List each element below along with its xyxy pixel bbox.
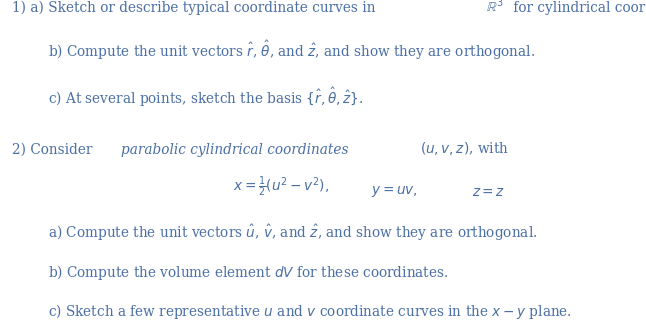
Text: 2) Consider: 2) Consider <box>12 143 96 157</box>
Text: $x = \frac{1}{2}(u^2 - v^2),$: $x = \frac{1}{2}(u^2 - v^2),$ <box>233 175 329 199</box>
Text: parabolic cylindrical coordinates: parabolic cylindrical coordinates <box>121 143 353 157</box>
Text: 1) a) Sketch or describe typical coordinate curves in: 1) a) Sketch or describe typical coordin… <box>12 0 379 15</box>
Text: c) At several points, sketch the basis $\{\hat{r}, \hat{\theta}, \hat{z}\}$.: c) At several points, sketch the basis $… <box>48 85 364 109</box>
Text: c) Sketch a few representative $u$ and $v$ coordinate curves in the $x - y$ plan: c) Sketch a few representative $u$ and $… <box>48 302 572 321</box>
Text: a) Compute the unit vectors $\hat{u}$, $\hat{v}$, and $\hat{z}$, and show they a: a) Compute the unit vectors $\hat{u}$, $… <box>48 223 538 243</box>
Text: for cylindrical coordinates.: for cylindrical coordinates. <box>509 1 646 15</box>
Text: $\mathbb{R}^3$: $\mathbb{R}^3$ <box>486 0 504 15</box>
Text: b) Compute the unit vectors $\hat{r}$, $\hat{\theta}$, and $\hat{z}$, and show t: b) Compute the unit vectors $\hat{r}$, $… <box>48 38 536 62</box>
Text: $z = z$: $z = z$ <box>472 185 505 199</box>
Text: $y = uv,$: $y = uv,$ <box>371 184 418 199</box>
Text: b) Compute the volume element $dV$ for these coordinates.: b) Compute the volume element $dV$ for t… <box>48 263 449 282</box>
Text: $(u, v, z)$, with: $(u, v, z)$, with <box>420 140 509 157</box>
